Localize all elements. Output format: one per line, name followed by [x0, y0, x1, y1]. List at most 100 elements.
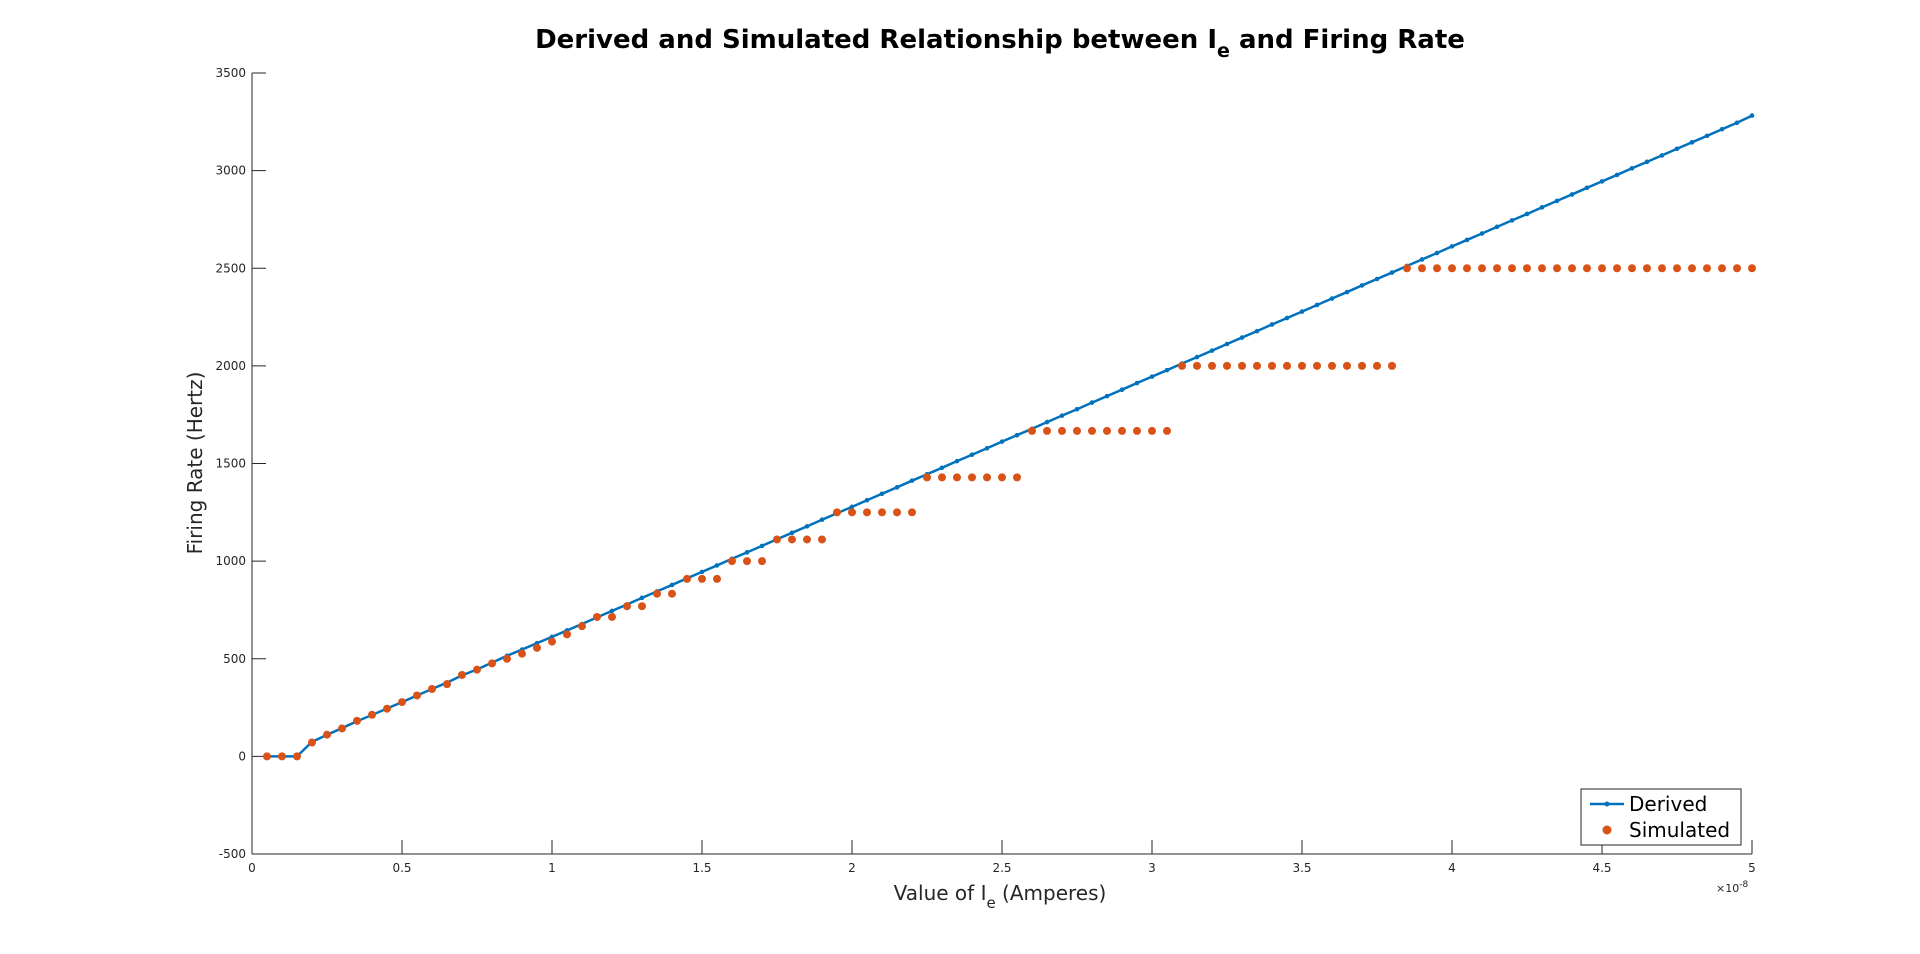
- derived-point: [879, 491, 885, 497]
- simulated-point: [323, 730, 331, 739]
- simulated-point: [1058, 426, 1066, 435]
- simulated-point: [1598, 264, 1606, 273]
- simulated-point: [923, 473, 931, 482]
- simulated-point: [1193, 361, 1201, 370]
- simulated-point: [1013, 473, 1021, 482]
- derived-point: [1344, 289, 1350, 295]
- simulated-point: [1223, 361, 1231, 370]
- simulated-point: [1523, 264, 1531, 273]
- derived-point: [1629, 165, 1635, 171]
- derived-point: [1209, 348, 1215, 353]
- simulated-point: [443, 680, 451, 689]
- simulated-point: [1433, 264, 1441, 273]
- simulated-point: [503, 654, 511, 663]
- x-tick-label: 3.5: [1292, 861, 1311, 875]
- derived-point: [1749, 113, 1755, 118]
- derived-point: [1704, 133, 1710, 139]
- simulated-point: [428, 685, 436, 694]
- simulated-point: [563, 630, 571, 639]
- simulated-point: [368, 710, 376, 719]
- simulated-point: [1358, 361, 1366, 370]
- simulated-point: [1643, 264, 1651, 273]
- x-tick-label: 4.5: [1592, 861, 1611, 875]
- legend-box: [1580, 788, 1742, 846]
- simulated-point: [578, 622, 586, 631]
- simulated-point: [1688, 264, 1696, 273]
- derived-point: [894, 485, 900, 490]
- simulated-point: [1478, 264, 1486, 273]
- x-tick-label: 3: [1148, 861, 1156, 875]
- simulated-point: [788, 535, 796, 544]
- derived-point: [1449, 244, 1455, 249]
- simulated-point: [278, 752, 286, 761]
- x-tick-label: 1.5: [692, 861, 711, 875]
- x-axis-exponent: ×10-8: [1716, 880, 1748, 895]
- simulated-point: [473, 665, 481, 674]
- simulated-point: [608, 612, 616, 621]
- simulated-point: [863, 508, 871, 517]
- simulated-point: [1268, 361, 1276, 370]
- chart-title: Derived and Simulated Relationship betwe…: [535, 25, 1465, 62]
- simulated-point: [743, 557, 751, 566]
- x-tick-label: 4: [1448, 861, 1456, 875]
- derived-point: [1284, 315, 1290, 321]
- simulated-point: [1463, 264, 1471, 273]
- y-axis-label: Firing Rate (Hertz): [183, 372, 207, 555]
- simulated-point: [1178, 361, 1186, 370]
- derived-point: [1419, 257, 1425, 262]
- derived-point: [699, 569, 705, 575]
- simulated-point: [1118, 426, 1126, 435]
- simulated-point: [1553, 264, 1561, 273]
- simulated-point: [548, 637, 556, 646]
- derived-point: [609, 608, 615, 614]
- y-tick-label: 1000: [215, 554, 246, 568]
- x-tick-label: 0: [248, 861, 256, 875]
- simulated-point: [1673, 264, 1681, 273]
- derived-point: [1314, 302, 1320, 308]
- simulated-point: [263, 752, 271, 761]
- simulated-point: [653, 589, 661, 598]
- y-tick-label: 500: [223, 652, 246, 666]
- simulated-point: [1088, 426, 1096, 435]
- derived-point: [1299, 309, 1305, 314]
- simulated-point: [1238, 361, 1246, 370]
- y-tick-label: 2500: [215, 261, 246, 275]
- derived-point: [1254, 328, 1260, 334]
- derived-point: [1044, 419, 1050, 425]
- derived-line: [267, 114, 1753, 758]
- derived-point: [939, 465, 945, 471]
- simulated-point: [518, 649, 526, 658]
- derived-series: [264, 113, 1755, 759]
- x-tick-label: 0.5: [392, 861, 411, 875]
- simulated-point: [1298, 361, 1306, 370]
- derived-point: [1539, 205, 1545, 210]
- simulated-point: [1748, 264, 1756, 273]
- simulated-point: [458, 670, 466, 679]
- derived-point: [1014, 432, 1020, 438]
- simulated-point: [593, 612, 601, 621]
- derived-point: [714, 563, 720, 568]
- simulated-point: [1493, 264, 1501, 273]
- simulated-point: [833, 508, 841, 517]
- simulated-point: [1028, 426, 1036, 435]
- simulated-point: [623, 602, 631, 611]
- derived-point: [1104, 393, 1110, 399]
- derived-point: [1584, 185, 1590, 191]
- y-tick-label: 1500: [215, 457, 246, 471]
- simulated-point: [773, 535, 781, 544]
- simulated-point: [1388, 361, 1396, 370]
- simulated-point: [1418, 264, 1426, 273]
- derived-point: [1074, 406, 1080, 412]
- simulated-point: [848, 508, 856, 517]
- derived-point: [1464, 237, 1470, 243]
- derived-point: [1359, 283, 1365, 288]
- simulated-point: [998, 473, 1006, 482]
- derived-point: [1434, 250, 1440, 256]
- derived-point: [804, 524, 810, 529]
- simulated-point: [488, 659, 496, 668]
- simulated-point: [1373, 361, 1381, 370]
- simulated-point: [1508, 264, 1516, 273]
- y-tick-label: -500: [219, 847, 246, 861]
